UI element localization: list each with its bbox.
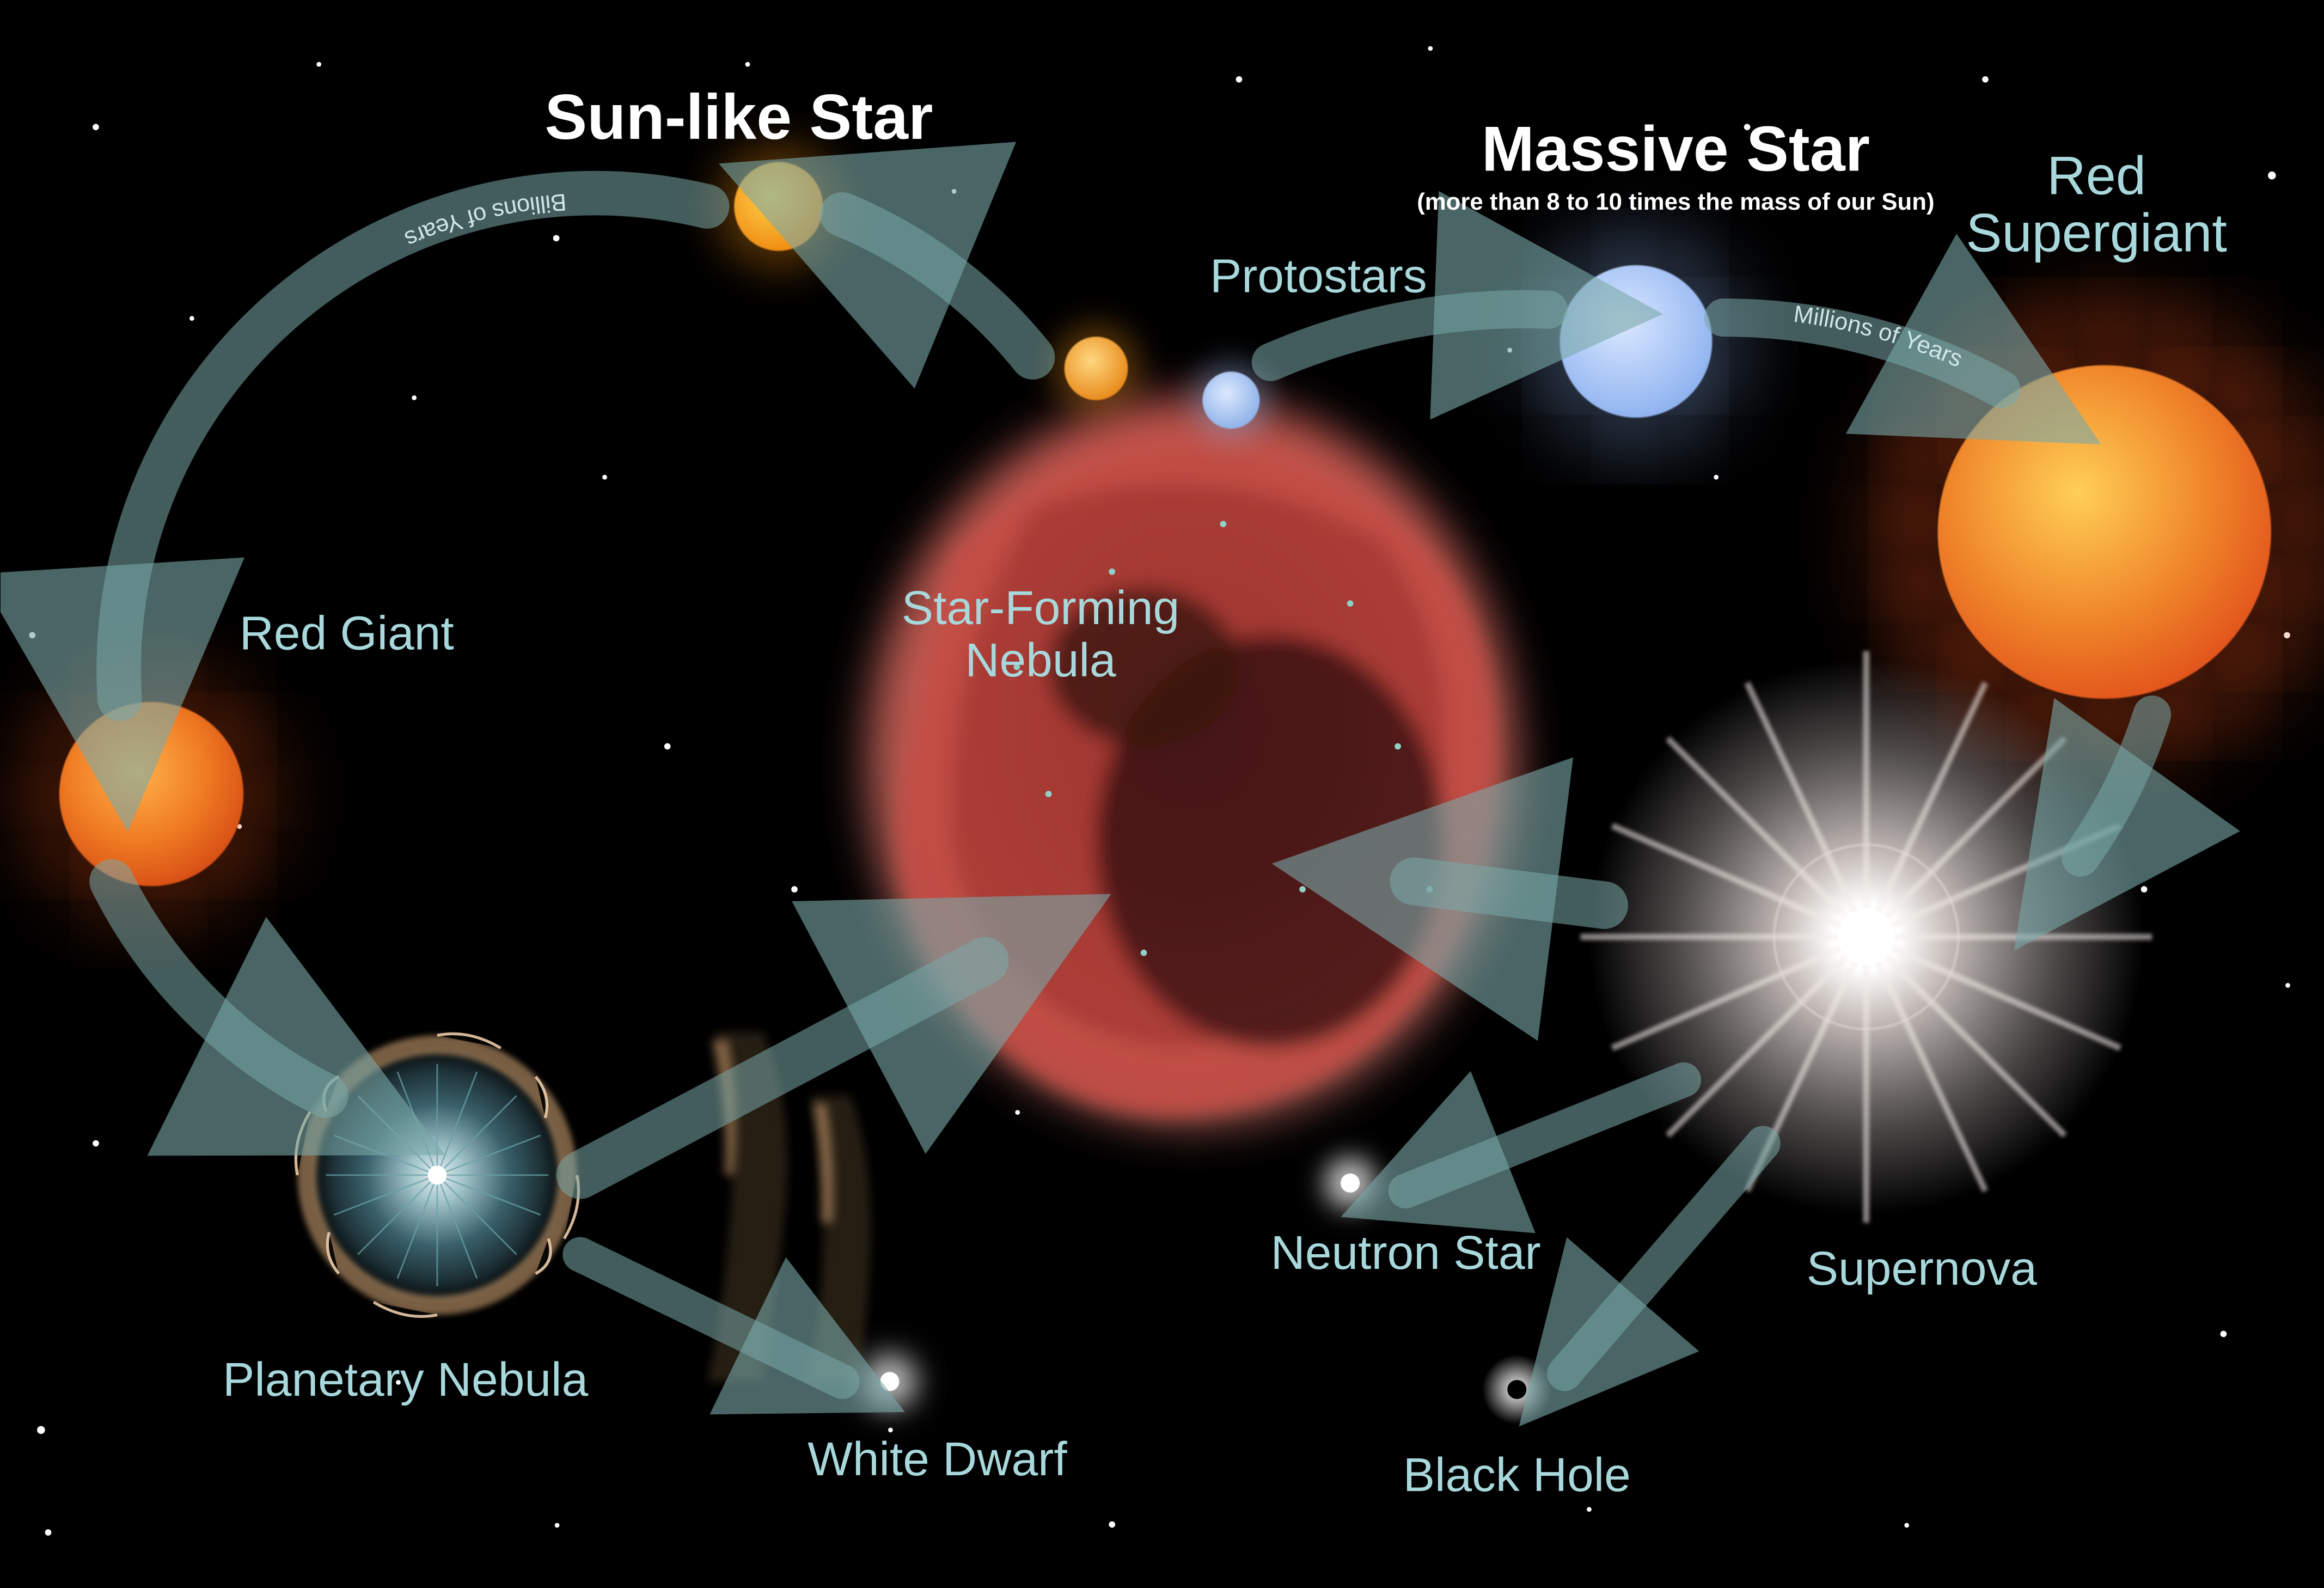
red-giant-icon: [59, 702, 243, 886]
massive-title: Massive Star: [1482, 115, 1870, 186]
background-star: [2285, 982, 2290, 987]
red-supergiant-label: RedSupergiant: [1966, 150, 2227, 263]
background-star: [1507, 347, 1512, 352]
background-star: [316, 61, 321, 66]
supernova-label: Supernova: [1807, 1243, 2037, 1297]
background-star: [1982, 76, 1989, 83]
stellar-lifecycle-diagram: Billions of Years Millions of Years Sun-…: [1, 0, 2323, 1588]
background-star: [1904, 1522, 1909, 1527]
protostars-label: Protostars: [1210, 251, 1427, 305]
nebula-label: Star-FormingNebula: [902, 583, 1179, 687]
background-star: [1109, 1522, 1115, 1528]
background-star: [2284, 632, 2290, 639]
black-hole-label: Black Hole: [1403, 1450, 1631, 1504]
background-star: [1014, 1109, 1019, 1114]
background-star: [93, 1140, 99, 1147]
background-star: [2141, 886, 2148, 893]
background-star: [1236, 76, 1243, 83]
massive-star-icon: [1559, 265, 1712, 418]
red-giant-label: Red Giant: [240, 608, 454, 662]
background-star: [411, 395, 416, 400]
background-star: [791, 886, 798, 893]
background-star: [1713, 474, 1718, 479]
background-star: [553, 235, 560, 242]
neutron-star-label: Neutron Star: [1271, 1227, 1541, 1281]
background-star: [554, 1522, 559, 1527]
background-star: [29, 632, 35, 639]
white-dwarf-label: White Dwarf: [808, 1434, 1067, 1488]
svg-text:Millions of Years: Millions of Years: [1792, 301, 1967, 372]
massive-subtitle: (more than 8 to 10 times the mass of our…: [1417, 189, 1934, 217]
background-star: [888, 1427, 892, 1432]
background-star: [2267, 170, 2276, 179]
background-star: [93, 124, 99, 130]
background-star: [2221, 1331, 2227, 1337]
svg-text:Billions of Years: Billions of Years: [401, 188, 567, 253]
sunlike-star-icon: [734, 162, 823, 251]
neutron-star-icon: [1341, 1174, 1360, 1193]
background-star: [1586, 1506, 1591, 1511]
white-dwarf-icon: [880, 1372, 899, 1391]
sunlike-title: Sun-like Star: [545, 83, 933, 155]
background-star: [36, 1425, 45, 1433]
background-star: [744, 61, 749, 66]
left-duration-label: Billions of Years: [401, 188, 567, 253]
background-star: [951, 188, 956, 193]
background-star: [188, 315, 193, 320]
background-star: [1332, 664, 1337, 669]
planetary-nebula-label: Planetary Nebula: [223, 1354, 588, 1408]
background-star: [45, 1529, 52, 1536]
right-duration-label: Millions of Years: [1792, 301, 1967, 372]
background-star: [602, 474, 607, 479]
background-star: [664, 743, 671, 750]
red-supergiant-icon: [1937, 365, 2271, 699]
background-star: [1427, 45, 1432, 50]
protostar-blue-icon: [1202, 371, 1259, 429]
protostar-orange-icon: [1065, 337, 1128, 400]
